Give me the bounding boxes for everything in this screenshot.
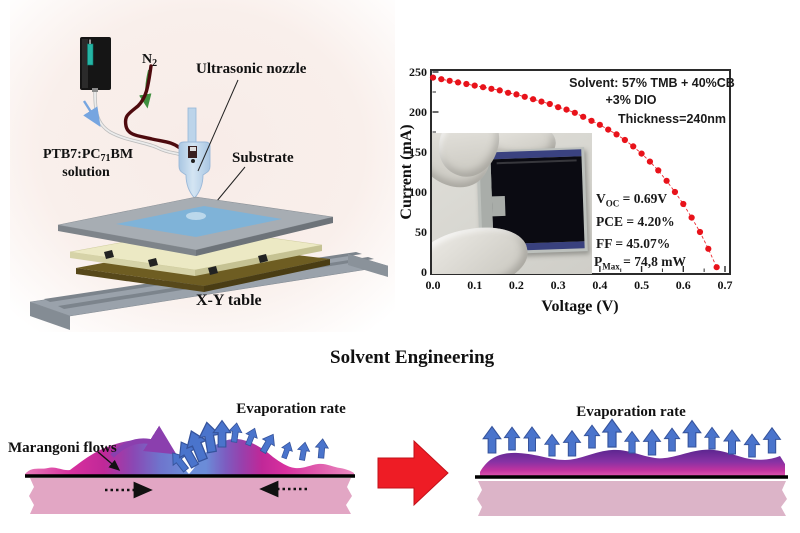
device-notch <box>491 195 506 217</box>
xy-stage <box>29 196 389 330</box>
right-block-arrow-icon <box>377 439 449 507</box>
syringe <box>87 43 94 66</box>
n2-label: N2 <box>142 52 157 69</box>
svg-text:0.3: 0.3 <box>551 278 566 292</box>
svg-text:0.6: 0.6 <box>676 278 691 292</box>
device-photo-inset <box>432 133 592 274</box>
x-axis-title: Voltage (V) <box>541 298 618 315</box>
svg-text:0.1: 0.1 <box>467 278 482 292</box>
jv-chart: 0.0 0.1 0.2 0.3 0.4 0.5 0.6 0.7 0 50 100 150 200 250 … <box>398 30 800 320</box>
thickness-annotation: Thickness=240nm <box>618 112 727 126</box>
syringe-pump <box>80 37 111 92</box>
smooth-film-after <box>480 449 785 477</box>
substrate-before <box>29 478 352 514</box>
svg-text:0.0: 0.0 <box>426 278 441 292</box>
svg-text:50: 50 <box>415 225 427 239</box>
solution-flow-arrow-icon <box>82 100 101 128</box>
svg-text:0: 0 <box>421 265 427 279</box>
solvent-annotation-line1: Solvent: 57% TMB + 40%CB <box>569 76 735 90</box>
svg-text:250: 250 <box>409 65 427 79</box>
nozzle-pointer-line <box>197 79 239 172</box>
svg-text:0.4: 0.4 <box>592 278 607 292</box>
svg-text:0.2: 0.2 <box>509 278 524 292</box>
evaporation-arrows-after <box>482 418 781 458</box>
pce-annotation: PCE = 4.20% <box>596 214 675 229</box>
y-axis-title: Current (mA) <box>400 124 415 219</box>
svg-text:0.7: 0.7 <box>718 278 733 292</box>
solution-label-line1: PTB7:PC71BM <box>43 147 133 164</box>
pmax-annotation: PMax = 74,8 mW <box>594 254 686 272</box>
solvent-annotation-line2: +3% DIO <box>605 93 657 107</box>
after-panel: Evaporation rate <box>475 404 788 516</box>
ff-annotation: FF = 45.07% <box>596 236 671 251</box>
svg-text:150: 150 <box>409 145 427 159</box>
xy-table-label: X-Y table <box>196 292 262 309</box>
evaporation-label-after: Evaporation rate <box>576 404 686 420</box>
svg-text:200: 200 <box>409 105 427 119</box>
apparatus-panel: N2 Ultrasonic nozzle Substrate PTB7:PC71… <box>10 0 395 332</box>
chart-dynamic-layer: 0.0 0.1 0.2 0.3 0.4 0.5 0.6 0.7 0 50 100 150 200 250 <box>409 65 733 292</box>
transition-arrow <box>377 439 449 507</box>
voc-annotation: VOC = 0.69V <box>596 191 668 209</box>
solution-label-line2: solution <box>62 165 110 180</box>
marangoni-pointer-line <box>97 451 121 471</box>
wet-film-before <box>25 439 354 476</box>
substrate-surface <box>116 206 282 237</box>
before-panel: Marangoni flows Evaporation rate <box>8 401 355 514</box>
marangoni-label: Marangoni flows <box>8 440 117 456</box>
svg-text:100: 100 <box>409 185 427 199</box>
svg-text:0.5: 0.5 <box>634 278 649 292</box>
substrate-label: Substrate <box>232 150 294 166</box>
section-title: Solvent Engineering <box>330 347 495 368</box>
evaporation-label-before: Evaporation rate <box>236 401 346 417</box>
marangoni-flow-arrow-icon <box>110 425 177 458</box>
substrate-after <box>477 481 787 516</box>
nozzle-label: Ultrasonic nozzle <box>196 61 307 77</box>
